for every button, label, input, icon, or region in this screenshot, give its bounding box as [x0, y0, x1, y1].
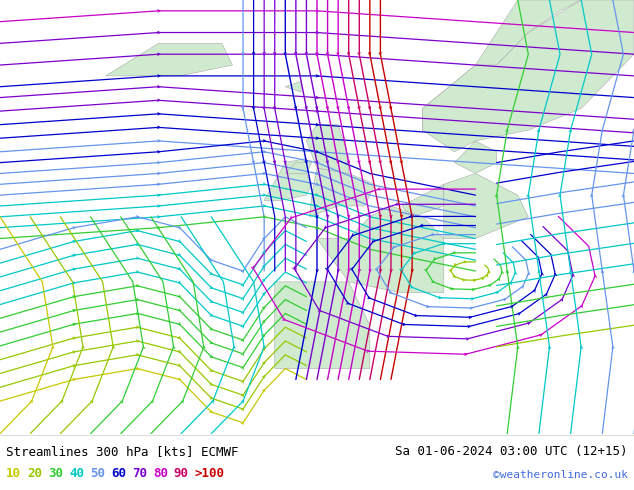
Text: 10: 10	[6, 467, 22, 480]
Polygon shape	[264, 158, 312, 200]
Polygon shape	[285, 163, 312, 173]
Text: 20: 20	[27, 467, 42, 480]
Polygon shape	[306, 124, 349, 173]
Text: ©weatheronline.co.uk: ©weatheronline.co.uk	[493, 470, 628, 480]
Polygon shape	[285, 81, 301, 92]
Text: 60: 60	[111, 467, 126, 480]
Text: 80: 80	[153, 467, 168, 480]
Polygon shape	[423, 0, 581, 130]
Text: 70: 70	[132, 467, 147, 480]
Text: Sa 01-06-2024 03:00 UTC (12+15): Sa 01-06-2024 03:00 UTC (12+15)	[395, 445, 628, 458]
Text: >100: >100	[195, 467, 224, 480]
Text: 50: 50	[90, 467, 105, 480]
Polygon shape	[309, 168, 375, 217]
Polygon shape	[444, 173, 528, 239]
Text: 40: 40	[69, 467, 84, 480]
Polygon shape	[423, 0, 634, 152]
Text: Streamlines 300 hPa [kts] ECMWF: Streamlines 300 hPa [kts] ECMWF	[6, 445, 239, 458]
Polygon shape	[401, 184, 444, 217]
Polygon shape	[275, 282, 370, 368]
Text: 90: 90	[174, 467, 189, 480]
Polygon shape	[455, 141, 496, 173]
Polygon shape	[106, 44, 233, 76]
Text: 30: 30	[48, 467, 63, 480]
Polygon shape	[317, 206, 444, 293]
